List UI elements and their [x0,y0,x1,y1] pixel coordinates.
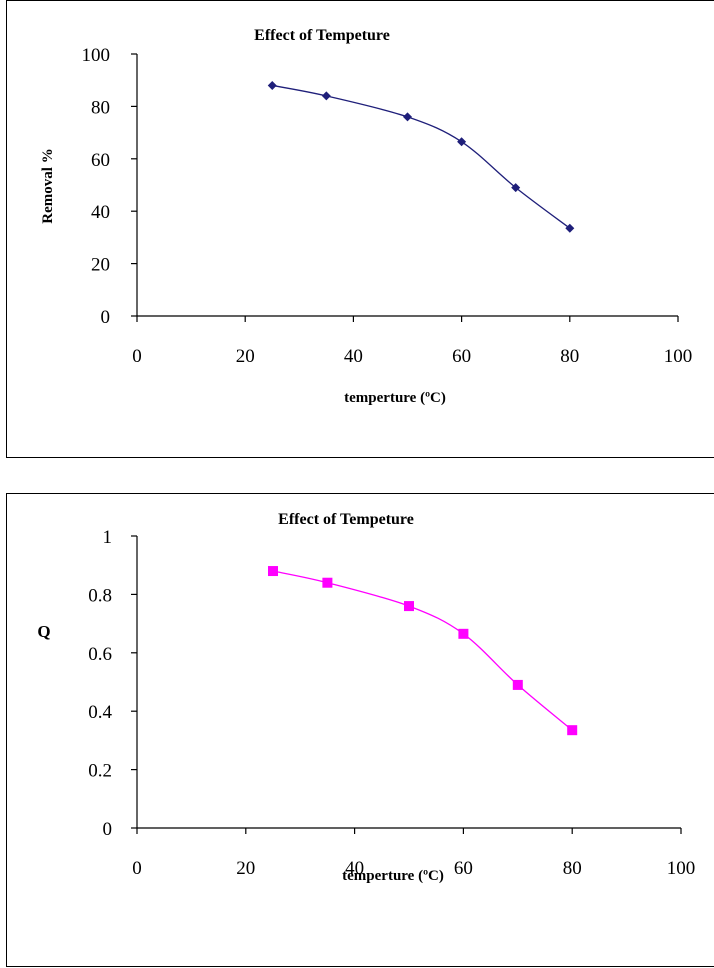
x-tick-label: 40 [344,346,363,367]
y-tick-label: 0.4 [88,702,112,723]
y-tick-label: 0.2 [88,761,112,782]
plot-area: 0 20 40 60 80 100 0 20 40 60 80 100 [82,45,693,367]
data-point [457,137,467,147]
y-tick-label: 60 [91,150,110,171]
q-chart-svg: Effect of Tempeture Q temperture (ºC) 00… [6,493,714,967]
x-axis-title: temperture (ºC) [342,868,444,884]
y-tick-label: 0.8 [88,585,112,606]
chart-frame [6,493,714,967]
x-tick-label: 100 [667,858,696,879]
plot-area: 0 0.2 0.4 0.6 0.8 1 0 20 40 60 80 100 [88,527,695,879]
y-tick-label: 0.6 [88,644,112,665]
data-point [512,679,523,690]
y-tick-label: 80 [91,97,110,118]
data-point [511,183,521,193]
data-point [567,725,578,736]
x-tick-label: 100 [664,346,693,367]
y-tick-label: 20 [91,255,110,276]
x-tick-label: 40 [345,858,364,879]
removal-chart-svg: Effect of Tempeture Removal % temperture… [6,0,714,458]
data-point [322,577,333,588]
data-point [403,112,412,122]
data-point [321,91,331,101]
x-tick-label: 80 [560,346,579,367]
y-axis-title: Removal % [40,148,56,223]
data-point [267,80,277,90]
y-axis-title: Q [37,622,50,641]
y-tick-label: 1 [103,527,113,548]
chart-title: Effect of Tempeture [254,27,390,44]
x-tick-label: 80 [563,858,582,879]
y-tick-label: 40 [91,202,110,223]
x-tick-label: 20 [236,346,255,367]
data-point [404,601,414,612]
x-tick-label: 60 [452,346,471,367]
chart-frame [6,0,714,458]
x-tick-label: 20 [236,858,255,879]
y-tick-label: 0 [101,307,111,328]
y-tick-label: 0 [103,819,113,840]
x-tick-label: 0 [132,346,142,367]
data-point [268,566,278,577]
removal-chart: Effect of Tempeture Removal % temperture… [0,0,714,459]
x-tick-label: 0 [132,858,142,879]
x-axis-title: temperture (ºC) [344,390,446,406]
data-point [458,628,469,639]
x-tick-label: 60 [454,858,473,879]
data-point [565,223,575,233]
y-tick-label: 100 [82,45,111,66]
chart-title: Effect of Tempeture [278,511,414,528]
